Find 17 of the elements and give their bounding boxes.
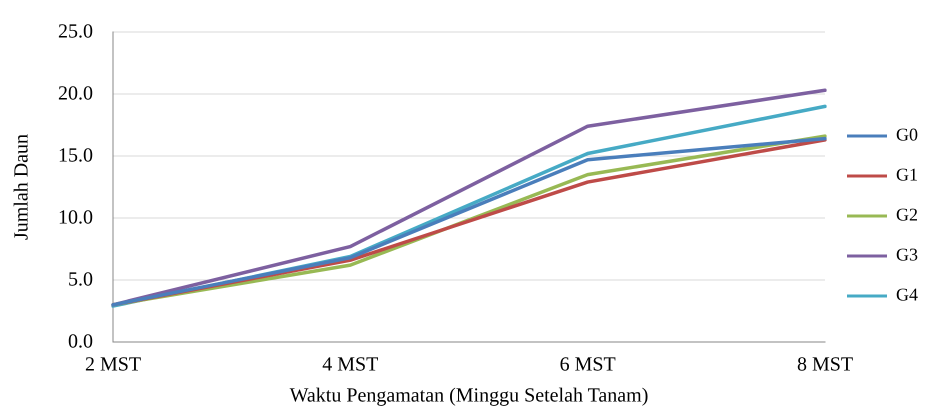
legend-label: G4 bbox=[896, 284, 918, 305]
legend-label: G2 bbox=[896, 204, 918, 225]
x-tick-label: 6 MST bbox=[560, 353, 616, 376]
legend-label: G3 bbox=[896, 244, 918, 265]
x-tick-label: 8 MST bbox=[796, 353, 854, 376]
y-tick-label: 5.0 bbox=[68, 268, 93, 290]
legend-label: G0 bbox=[896, 124, 918, 145]
y-tick-label: 20.0 bbox=[58, 82, 93, 104]
x-tick-label: 4 MST bbox=[322, 353, 378, 376]
y-tick-label: 15.0 bbox=[58, 144, 93, 166]
y-axis-title: Jumlah Daun bbox=[10, 134, 32, 240]
legend-label: G1 bbox=[896, 164, 918, 185]
x-axis-title: Waktu Pengamatan (Minggu Setelah Tanam) bbox=[290, 384, 648, 406]
y-tick-label: 25.0 bbox=[58, 20, 93, 42]
y-tick-label: 10.0 bbox=[58, 206, 93, 228]
x-tick-label: 2 MST bbox=[84, 353, 142, 376]
y-tick-label: 0.0 bbox=[68, 330, 93, 352]
